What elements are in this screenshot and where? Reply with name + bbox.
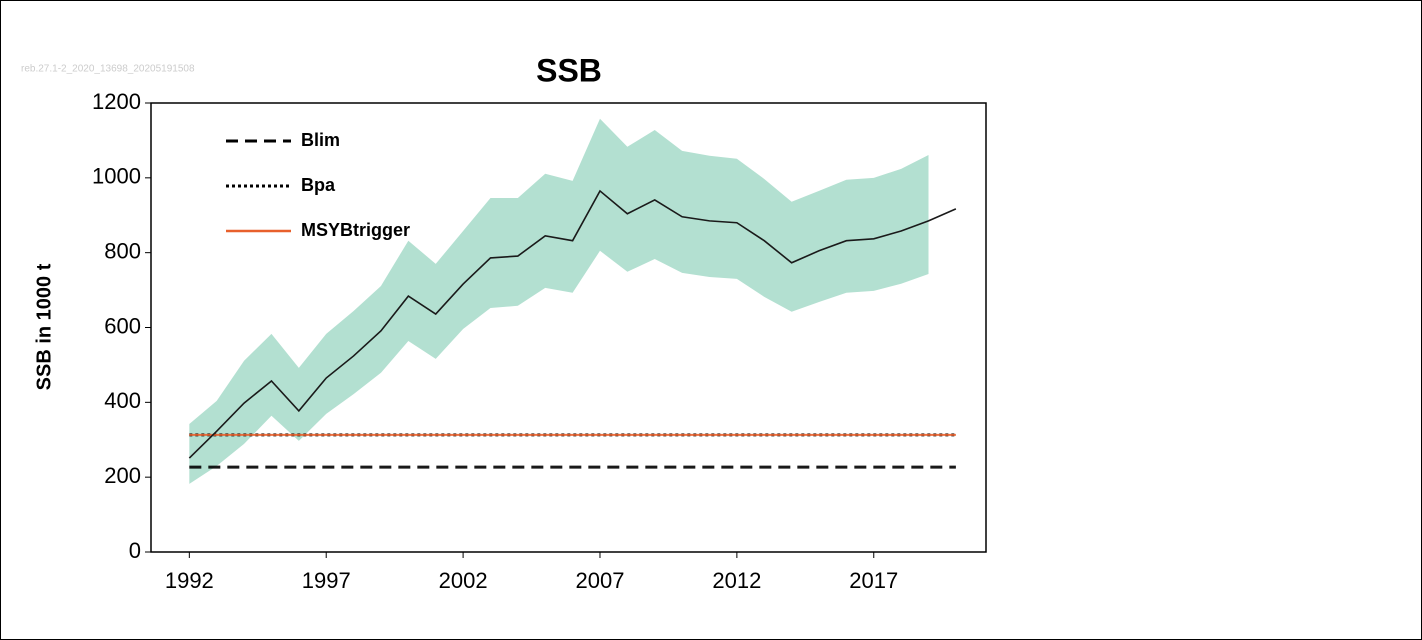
- y-tick-label: 600: [104, 313, 141, 338]
- legend-label: Bpa: [301, 175, 336, 195]
- watermark: reb.27.1-2_2020_13698_20205191508: [21, 64, 195, 75]
- confidence-band: [189, 118, 929, 484]
- y-tick-label: 800: [104, 238, 141, 263]
- y-tick-label: 400: [104, 388, 141, 413]
- y-tick-label: 1200: [92, 89, 141, 114]
- y-tick-label: 200: [104, 463, 141, 488]
- plot-border: [150, 102, 987, 553]
- y-axis-label: SSB in 1000 t: [33, 263, 55, 390]
- x-tick-label: 2012: [712, 568, 761, 593]
- y-tick-label: 1000: [92, 164, 141, 189]
- x-tick-label: 2002: [439, 568, 488, 593]
- legend-label: Blim: [301, 130, 340, 150]
- legend-label: MSYBtrigger: [301, 220, 410, 240]
- x-tick-label: 2017: [849, 568, 898, 593]
- x-tick-label: 1992: [165, 568, 214, 593]
- y-tick-label: 0: [129, 538, 141, 563]
- x-tick-label: 2007: [576, 568, 625, 593]
- chart-title: SSB: [536, 52, 602, 88]
- data-line: [188, 189, 957, 459]
- x-tick-label: 1997: [302, 568, 351, 593]
